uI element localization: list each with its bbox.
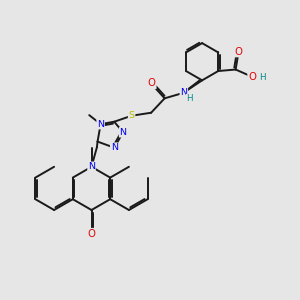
Text: N: N [97,120,104,129]
Text: N: N [111,143,118,152]
Text: H: H [259,73,266,82]
Text: O: O [248,72,256,82]
Text: N: N [120,128,127,137]
Text: N: N [88,162,95,171]
Text: N: N [180,88,187,97]
Text: O: O [235,46,243,56]
Text: O: O [148,78,156,88]
Text: S: S [129,111,135,120]
Text: H: H [187,94,193,103]
Text: O: O [88,229,95,239]
